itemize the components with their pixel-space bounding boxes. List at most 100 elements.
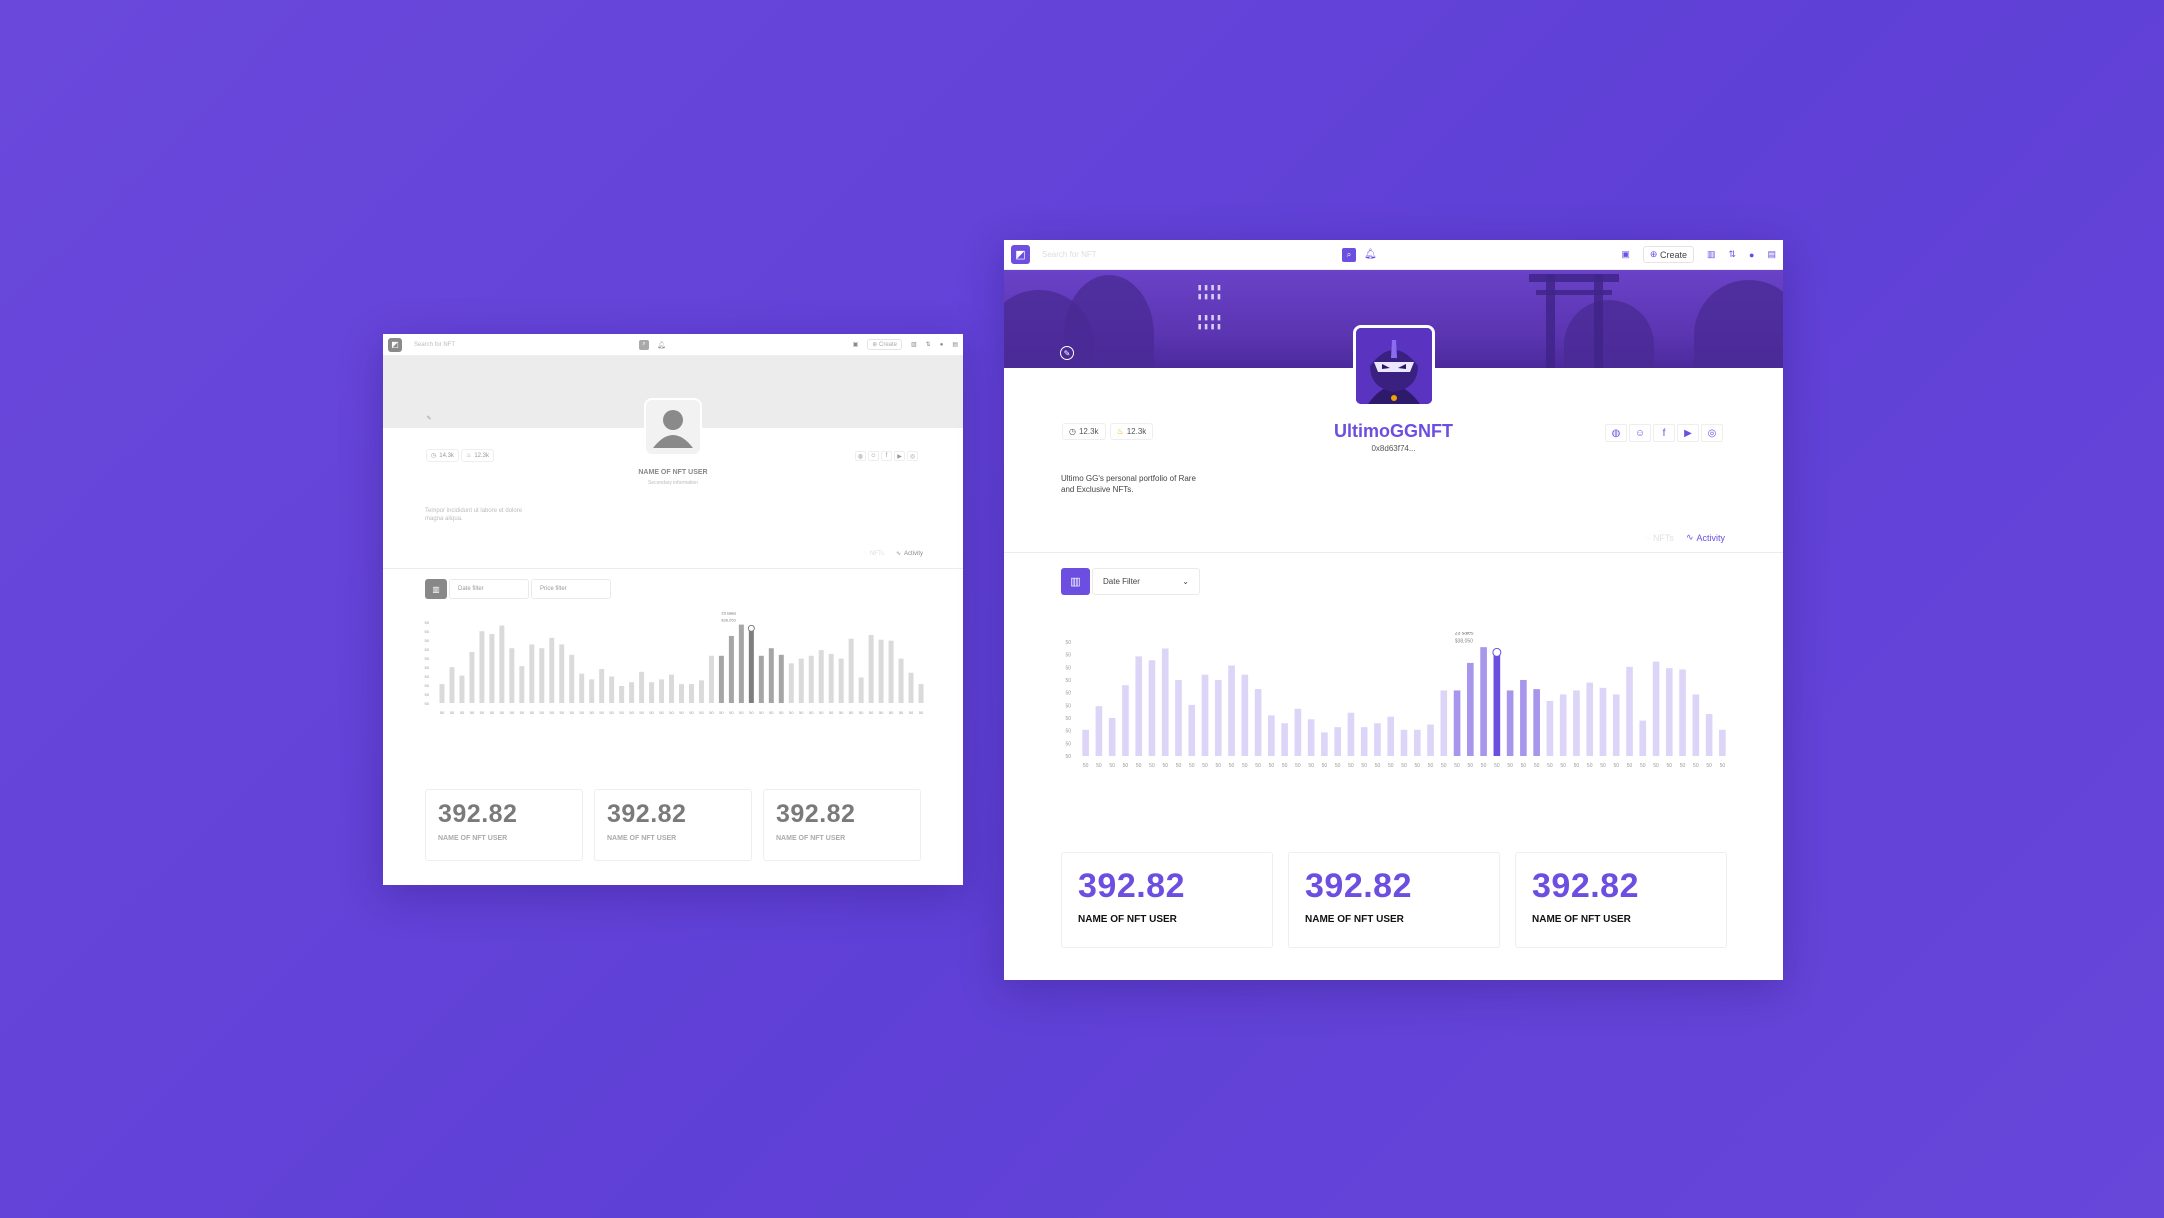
chart-bar[interactable] [888,640,894,703]
chart-bar[interactable] [1188,704,1196,756]
edit-banner-icon[interactable]: ✎ [426,415,432,422]
chart-bar[interactable] [878,639,884,703]
chart-bar[interactable] [1400,729,1408,756]
facebook-icon[interactable]: f [881,451,892,461]
chart-bar[interactable] [1214,679,1222,756]
youtube-icon[interactable]: ▶ [894,451,905,461]
chart-toggle-button[interactable]: ▥ [425,579,447,599]
wallet-icon[interactable]: ▤ [1767,249,1776,259]
chart-bar[interactable] [808,655,814,703]
chart-bar[interactable] [1307,719,1315,756]
transfer-icon[interactable]: ⇅ [1728,249,1737,259]
chart-bar[interactable] [828,653,834,703]
chart-bar[interactable] [599,669,605,703]
create-button[interactable]: ⊕ Create [1642,246,1694,263]
chart-bar[interactable] [688,684,694,703]
discord-icon[interactable]: ☺ [1629,424,1651,442]
chart-bar[interactable] [1228,665,1235,756]
chart-bar[interactable] [1467,662,1474,756]
store-icon[interactable]: ▣ [852,342,859,348]
date-filter-select[interactable]: Date Filter ⌄ [1092,568,1200,595]
create-button[interactable]: ⊕ Create [867,339,902,350]
highlight-point[interactable] [747,624,755,632]
chart-bar[interactable] [1692,694,1700,756]
facebook-icon[interactable]: f [1653,424,1675,442]
chart-bar[interactable] [698,680,704,703]
chart-bar[interactable] [619,686,625,703]
stats-icon[interactable]: ▥ [911,342,917,348]
chart-bar[interactable] [1493,652,1501,756]
app-logo-icon[interactable]: ◩ [1011,245,1030,264]
discord-icon[interactable]: ☺ [868,451,879,461]
chart-bar[interactable] [868,635,874,703]
store-icon[interactable]: ▣ [1621,249,1630,259]
chart-bar[interactable] [449,667,455,703]
chart-bar[interactable] [1626,666,1633,756]
chart-bar[interactable] [1148,660,1156,756]
stats-icon[interactable]: ▥ [1706,249,1716,259]
chart-bar[interactable] [1108,717,1116,756]
chart-bar[interactable] [1175,679,1182,756]
chart-bar[interactable] [539,648,545,703]
instagram-icon[interactable]: ◎ [907,451,918,461]
chart-bar[interactable] [1374,723,1381,756]
chart-bar[interactable] [898,658,904,703]
chart-bar[interactable] [1427,724,1434,756]
chart-bar[interactable] [1334,727,1341,756]
chart-bar[interactable] [549,637,555,703]
chart-bar[interactable] [1281,723,1288,756]
chart-bar[interactable] [1546,700,1554,756]
instagram-icon[interactable]: ◎ [1701,424,1723,442]
search-icon[interactable]: ⌕ [1342,247,1356,262]
search-input[interactable]: Search for NFT [414,341,456,348]
chart-bar[interactable] [798,658,804,703]
chart-bar[interactable] [469,652,475,703]
avatar[interactable] [644,398,702,456]
chart-bar[interactable] [1347,712,1355,756]
tab-activity[interactable]: ∿ Activity [1686,532,1725,543]
search-icon[interactable]: ⌕ [639,339,649,350]
search-input[interactable]: Search for NFT [1042,250,1097,259]
chart-bar[interactable] [639,671,645,703]
chart-bar[interactable] [1440,690,1448,756]
chart-bar[interactable] [848,638,854,703]
chart-bar[interactable] [1639,720,1647,756]
chart-bar[interactable] [758,655,764,703]
tab-activity[interactable]: ∿ Activity [896,550,923,558]
chart-bar[interactable] [509,648,515,703]
chart-bar[interactable] [569,654,575,703]
chart-bar[interactable] [519,666,525,703]
chart-bar[interactable] [1082,729,1089,756]
chart-bar[interactable] [439,684,445,703]
chart-bar[interactable] [459,675,465,703]
chart-bar[interactable] [669,674,675,703]
chart-bar[interactable] [1586,682,1594,756]
chart-bar[interactable] [609,676,615,703]
youtube-icon[interactable]: ▶ [1677,424,1699,442]
chart-bar[interactable] [708,655,714,703]
chart-bar[interactable] [1599,687,1607,756]
chart-bar[interactable] [489,634,495,703]
chart-bar[interactable] [1480,647,1487,756]
chart-bar[interactable] [1612,694,1620,756]
avatar[interactable] [1352,325,1435,407]
chart-bar[interactable] [778,654,784,703]
chart-bar[interactable] [728,635,734,703]
chart-bar[interactable] [529,644,535,703]
chart-bar[interactable] [1559,694,1567,756]
transfer-icon[interactable]: ⇅ [925,342,931,348]
chart-bar[interactable] [718,655,724,703]
chart-bar[interactable] [1241,674,1249,756]
user-icon[interactable]: ● [1749,249,1755,260]
chart-bar[interactable] [1135,656,1143,756]
chart-bar[interactable] [1122,685,1129,756]
chart-bar[interactable] [1161,648,1169,756]
chart-bar[interactable] [908,672,914,703]
chart-bar[interactable] [1321,732,1328,756]
chart-bar[interactable] [858,677,864,704]
chart-bar[interactable] [1705,714,1713,756]
bell-icon[interactable]: 🔔︎ [1364,249,1377,260]
website-icon[interactable]: ◍ [1605,424,1627,442]
date-filter-select[interactable]: Date filter [449,579,529,599]
bell-icon[interactable]: 🔔︎ [657,341,666,349]
